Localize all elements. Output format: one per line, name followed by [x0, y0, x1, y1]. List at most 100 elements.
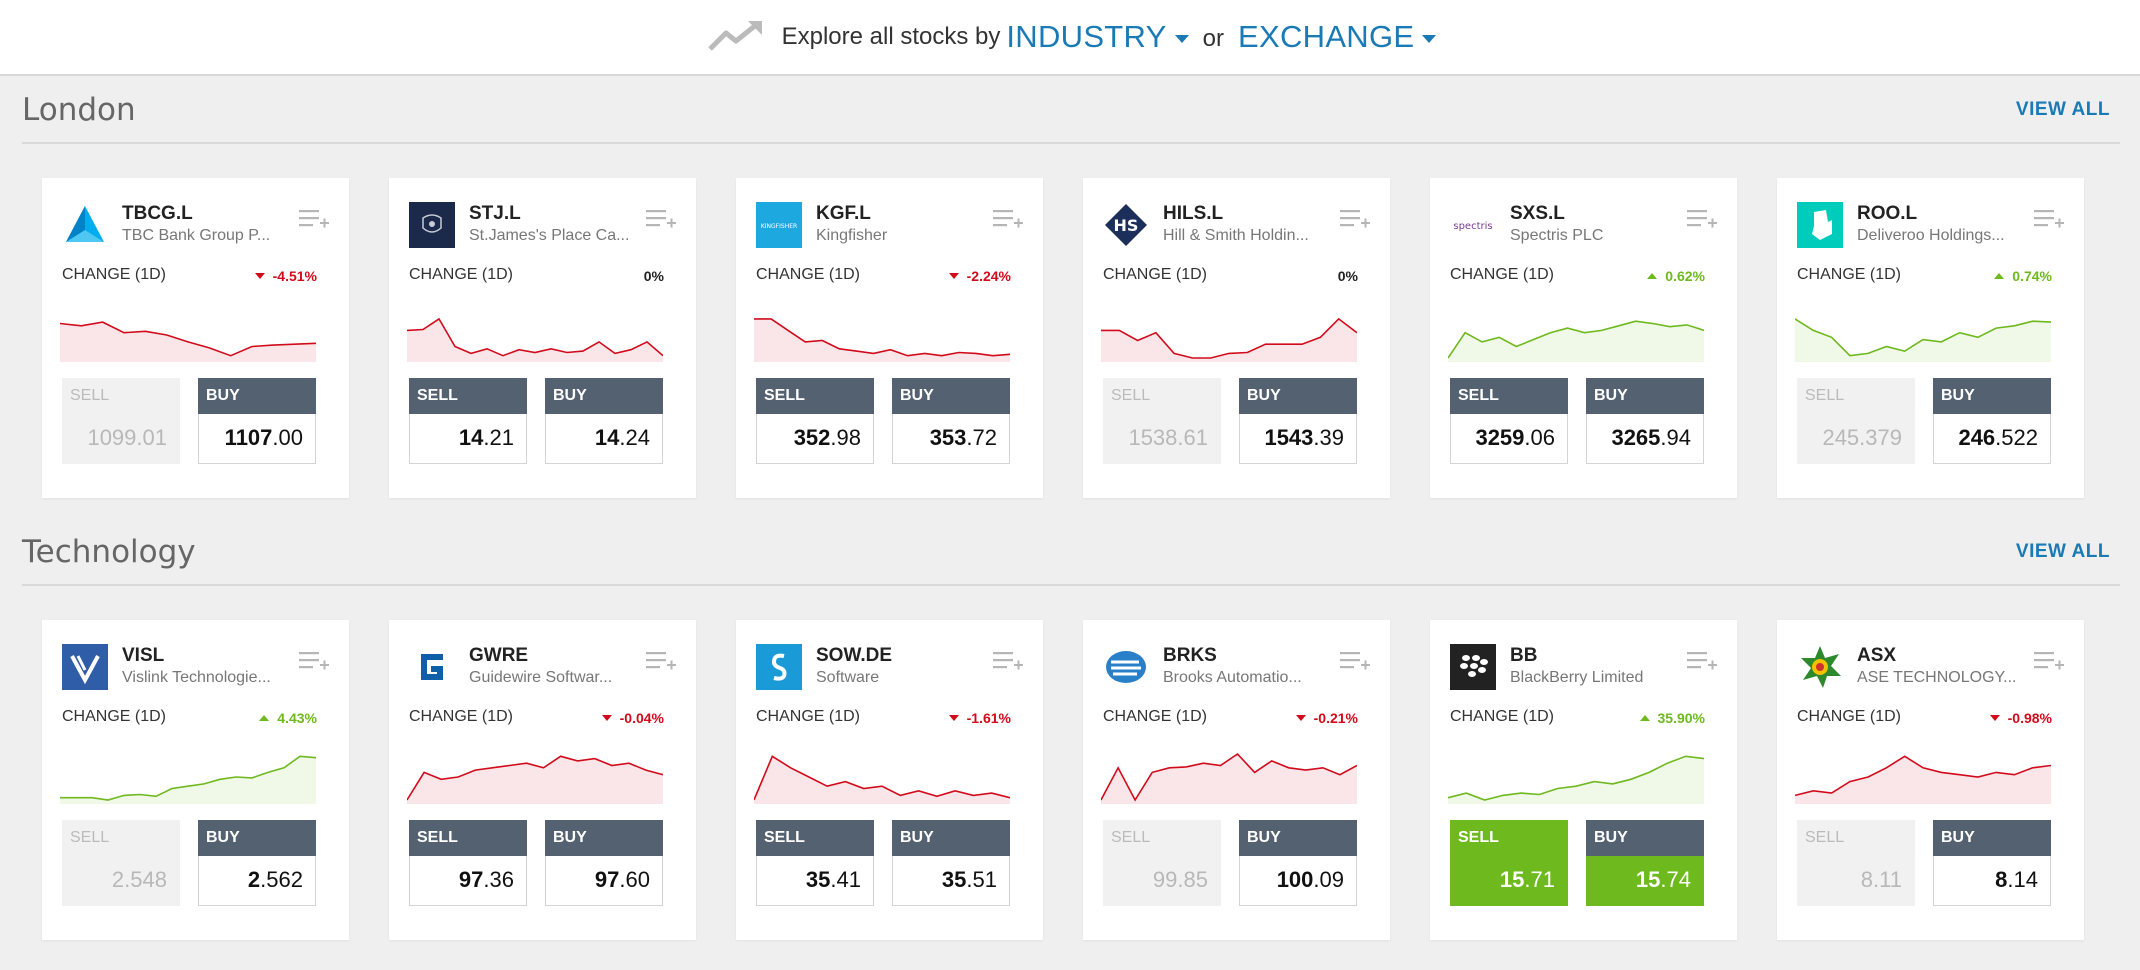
change-label: CHANGE (1D): [62, 708, 167, 725]
view-all-link[interactable]: VIEW ALL: [2015, 541, 2110, 562]
instrument-card[interactable]: VISL Vislink Technologie... CHANGE (1D) …: [42, 620, 349, 940]
buy-button[interactable]: BUY 1107.00: [198, 378, 316, 464]
instrument-card[interactable]: spectris SXS.L Spectris PLC CHANGE (1D) …: [1430, 178, 1737, 498]
card-header: spectris SXS.L Spectris PLC: [1450, 202, 1717, 250]
ticker[interactable]: TBCG.L: [122, 203, 193, 224]
instrument-card[interactable]: ASX ASE TECHNOLOGY... CHANGE (1D) -0.98%…: [1777, 620, 2084, 940]
instrument-card[interactable]: TBCG.L TBC Bank Group P... CHANGE (1D) -…: [42, 178, 349, 498]
change-percent: -2.24%: [966, 268, 1011, 284]
add-to-watchlist-icon[interactable]: [299, 650, 329, 672]
logo: [1797, 644, 1843, 690]
instrument-card[interactable]: BRKS Brooks Automatio... CHANGE (1D) -0.…: [1083, 620, 1390, 940]
ticker[interactable]: BRKS: [1163, 645, 1217, 666]
buy-button[interactable]: BUY 97.60: [545, 820, 663, 906]
sell-button[interactable]: SELL 35.41: [756, 820, 874, 906]
sparkline-line: [1448, 320, 1704, 359]
sell-button[interactable]: SELL 3259.06: [1450, 378, 1568, 464]
sell-button[interactable]: SELL 97.36: [409, 820, 527, 906]
hill-smith-icon: HS: [1105, 204, 1147, 246]
guidewire-icon: [409, 644, 455, 690]
sell-price: 352.98: [756, 414, 874, 464]
sell-button[interactable]: SELL 8.11: [1797, 820, 1915, 906]
buy-price: 353.72: [892, 414, 1010, 464]
buy-price: 35.51: [892, 856, 1010, 906]
sparkline-line: [1448, 755, 1704, 801]
buy-button[interactable]: BUY 1543.39: [1239, 378, 1357, 464]
change-label: CHANGE (1D): [409, 708, 514, 725]
sell-button[interactable]: SELL 99.85: [1103, 820, 1221, 906]
change-percent: 4.43%: [277, 710, 317, 726]
instrument-card[interactable]: HS HILS.L Hill & Smith Holdin... CHANGE …: [1083, 178, 1390, 498]
ticker[interactable]: KGF.L: [816, 203, 871, 224]
sparkline-chart: [1448, 755, 1704, 804]
add-to-watchlist-icon[interactable]: [1340, 650, 1370, 672]
add-to-watchlist-icon[interactable]: [646, 650, 676, 672]
sell-button[interactable]: SELL 2.548: [62, 820, 180, 906]
software-ag-icon: [756, 644, 802, 690]
change-percent: -0.21%: [1313, 710, 1358, 726]
add-to-watchlist-icon[interactable]: [1687, 650, 1717, 672]
change-value: 4.43%: [259, 710, 317, 726]
instrument-card[interactable]: STJ.L St.James's Place Ca... CHANGE (1D)…: [389, 178, 696, 498]
change-percent: -0.04%: [619, 710, 664, 726]
change-value: -0.04%: [601, 710, 664, 726]
ticker[interactable]: ROO.L: [1857, 203, 1918, 224]
ticker[interactable]: VISL: [122, 645, 165, 666]
industry-label: INDUSTRY: [1006, 19, 1167, 54]
ticker[interactable]: SOW.DE: [816, 645, 893, 666]
buy-button[interactable]: BUY 100.09: [1239, 820, 1357, 906]
add-to-watchlist-icon[interactable]: [1687, 208, 1717, 230]
buy-button[interactable]: BUY 14.24: [545, 378, 663, 464]
buy-label: BUY: [1586, 378, 1704, 414]
buy-button[interactable]: BUY 8.14: [1933, 820, 2051, 906]
buy-button[interactable]: BUY 35.51: [892, 820, 1010, 906]
add-to-watchlist-icon[interactable]: [993, 650, 1023, 672]
ticker[interactable]: BB: [1510, 645, 1538, 666]
ticker[interactable]: HILS.L: [1163, 203, 1224, 224]
sell-button[interactable]: SELL 245.379: [1797, 378, 1915, 464]
view-all-link[interactable]: VIEW ALL: [2015, 99, 2110, 120]
add-to-watchlist-icon[interactable]: [993, 208, 1023, 230]
card-header: SOW.DE Software: [756, 644, 1023, 692]
instrument-card[interactable]: GWRE Guidewire Softwar... CHANGE (1D) -0…: [389, 620, 696, 940]
sell-label: SELL: [1450, 378, 1568, 414]
instrument-card[interactable]: ROO.L Deliveroo Holdings... CHANGE (1D) …: [1777, 178, 2084, 498]
ticker[interactable]: ASX: [1857, 645, 1897, 666]
sparkline-chart: [1101, 317, 1357, 362]
add-to-watchlist-icon[interactable]: [646, 208, 676, 230]
sell-button[interactable]: SELL 15.71: [1450, 820, 1568, 906]
industry-dropdown[interactable]: INDUSTRY: [1006, 19, 1189, 55]
sparkline-chart: [754, 755, 1010, 804]
ticker[interactable]: GWRE: [469, 645, 529, 666]
buy-button[interactable]: BUY 15.74: [1586, 820, 1704, 906]
sell-button[interactable]: SELL 352.98: [756, 378, 874, 464]
add-to-watchlist-icon[interactable]: [2034, 208, 2064, 230]
ase-icon: [1801, 646, 1841, 688]
company-name: Deliveroo Holdings...: [1857, 227, 2005, 244]
change-value: -4.51%: [254, 268, 317, 284]
sparkline-line: [407, 317, 663, 357]
instrument-card[interactable]: BB BlackBerry Limited CHANGE (1D) 35.90%…: [1430, 620, 1737, 940]
sell-button[interactable]: SELL 14.21: [409, 378, 527, 464]
ticker[interactable]: SXS.L: [1510, 203, 1565, 224]
buy-button[interactable]: BUY 353.72: [892, 378, 1010, 464]
sell-label: SELL: [409, 820, 527, 856]
buy-button[interactable]: BUY 3265.94: [1586, 378, 1704, 464]
buy-label: BUY: [1933, 378, 2051, 414]
sparkline-line: [754, 318, 1010, 357]
add-to-watchlist-icon[interactable]: [2034, 650, 2064, 672]
buy-button[interactable]: BUY 246.522: [1933, 378, 2051, 464]
sparkline-chart: [754, 318, 1010, 362]
sell-button[interactable]: SELL 1538.61: [1103, 378, 1221, 464]
instrument-card[interactable]: KINGFISHER KGF.L Kingfisher CHANGE (1D) …: [736, 178, 1043, 498]
exchange-dropdown[interactable]: EXCHANGE: [1238, 19, 1437, 55]
sell-button[interactable]: SELL 1099.01: [62, 378, 180, 464]
sell-label: SELL: [62, 378, 180, 414]
add-to-watchlist-icon[interactable]: [1340, 208, 1370, 230]
instrument-card[interactable]: SOW.DE Software CHANGE (1D) -1.61% SELL …: [736, 620, 1043, 940]
buy-button[interactable]: BUY 2.562: [198, 820, 316, 906]
add-to-watchlist-icon[interactable]: [299, 208, 329, 230]
ticker[interactable]: STJ.L: [469, 203, 521, 224]
sparkline-area: [1795, 756, 2051, 804]
card-header: ROO.L Deliveroo Holdings...: [1797, 202, 2064, 250]
